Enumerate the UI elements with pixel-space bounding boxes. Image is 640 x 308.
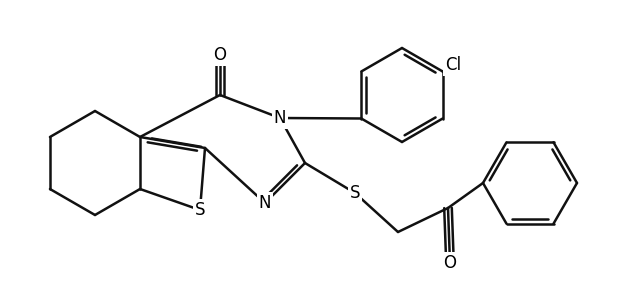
Text: S: S [349,184,360,202]
Text: O: O [214,46,227,64]
Text: S: S [195,201,205,219]
Text: Cl: Cl [445,56,461,75]
Text: N: N [259,194,271,212]
Text: O: O [444,254,456,272]
Text: N: N [274,109,286,127]
